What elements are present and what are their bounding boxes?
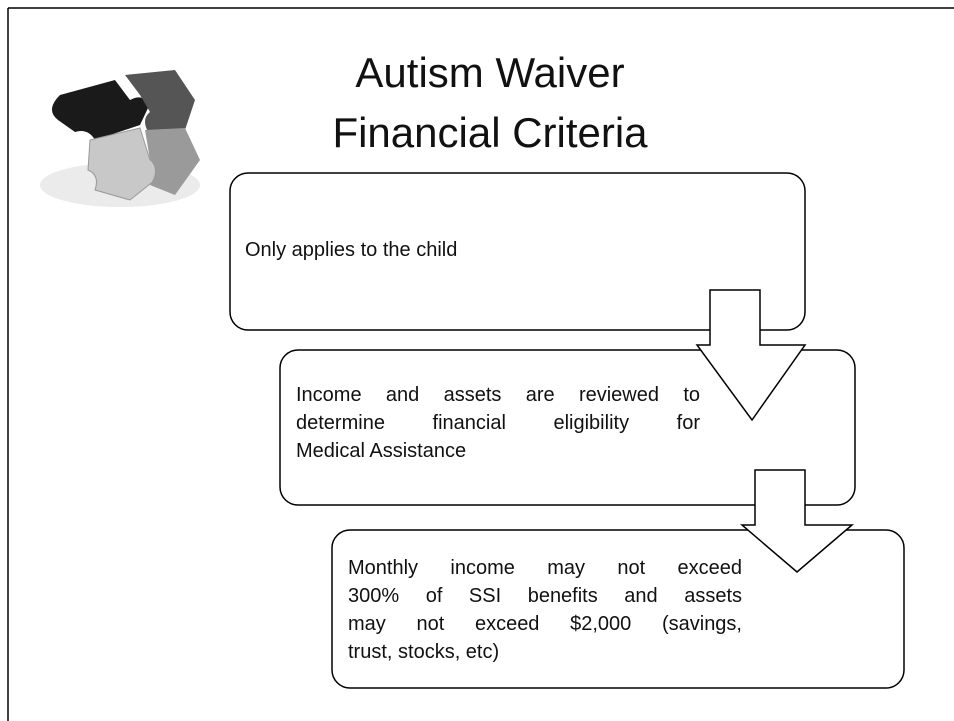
text-line: trust, stocks, etc) xyxy=(348,641,500,663)
step-text: Only applies to the child xyxy=(245,236,645,264)
text-line: may not exceed $2,000 (savings, xyxy=(348,613,742,635)
slide-title: Financial Criteria xyxy=(332,109,648,156)
puzzle-icon xyxy=(40,70,200,207)
text-line: Income and assets are reviewed to xyxy=(296,384,700,406)
step-box xyxy=(279,349,856,506)
text-line: 300% of SSI benefits and assets xyxy=(348,585,742,607)
down-arrow xyxy=(695,289,807,422)
text-line: determine financial eligibility for xyxy=(296,412,700,434)
down-arrow xyxy=(739,469,855,573)
text-line: Monthly income may not exceed xyxy=(348,557,742,579)
step-text: Monthly income may not exceed 300% of SSI… xyxy=(348,554,742,666)
step-text: Income and assets are reviewed to determi… xyxy=(296,381,700,465)
text-line: Medical Assistance xyxy=(296,440,467,462)
step-box xyxy=(229,172,806,331)
step-box xyxy=(331,529,905,689)
text-line: Only applies to the child xyxy=(245,239,458,261)
slide-title: Autism Waiver xyxy=(355,49,625,96)
